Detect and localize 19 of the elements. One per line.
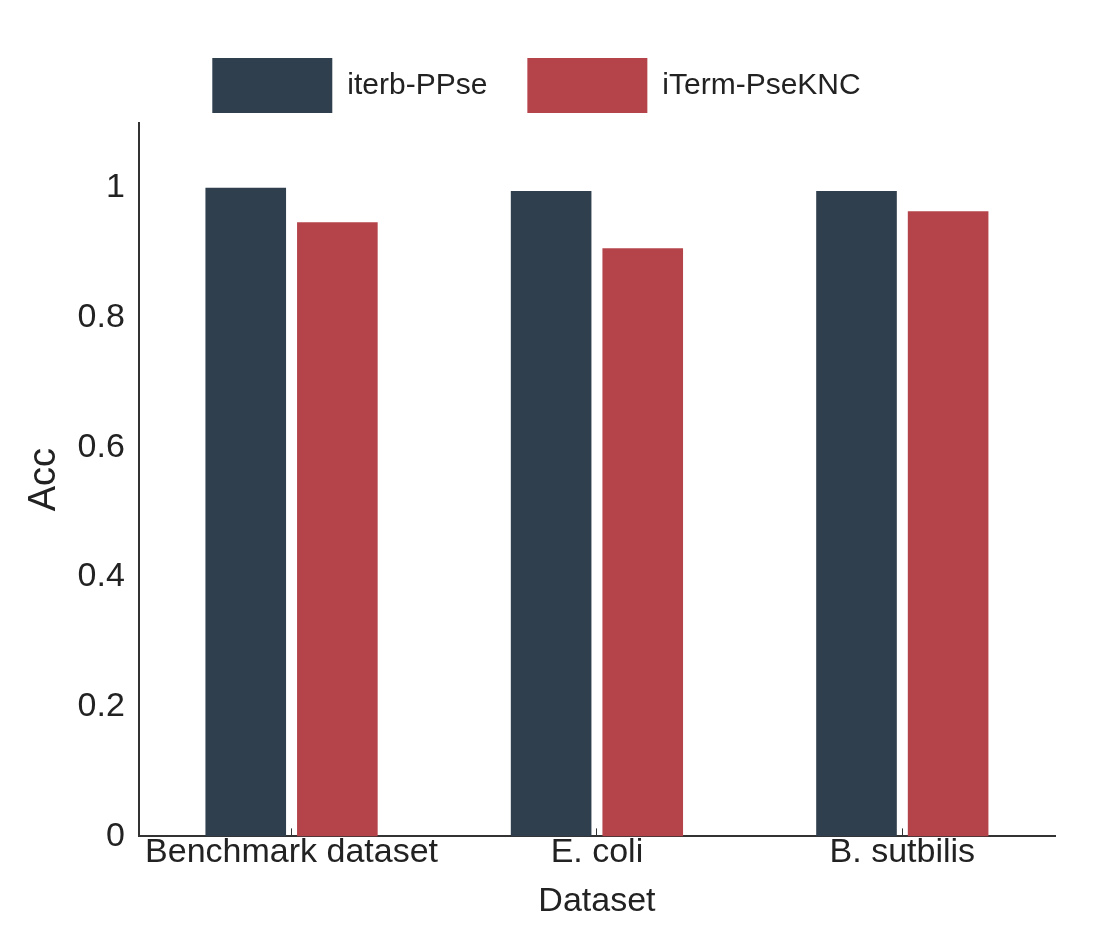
bar: [205, 187, 287, 837]
y-tick-label: 0.8: [77, 295, 125, 334]
bar: [907, 211, 989, 837]
bar: [602, 248, 684, 837]
x-tick-label: Benchmark dataset: [145, 831, 439, 870]
legend-label: iterb-PPse: [347, 66, 488, 100]
y-tick-label: 0.4: [77, 555, 125, 594]
y-tick-label: 1: [105, 166, 125, 205]
y-tick-label: 0.2: [77, 685, 125, 724]
y-tick-label: 0: [105, 814, 125, 853]
bar: [510, 191, 592, 837]
y-tick-label: 0.6: [77, 425, 125, 464]
bar: [816, 191, 897, 837]
x-tick-label: E. coli: [550, 831, 644, 870]
x-axis-title: Dataset: [538, 879, 657, 918]
legend-label: iTerm-PseKNC: [662, 66, 861, 100]
y-axis-title: Acc: [21, 448, 64, 512]
x-tick-label: B. sutbilis: [829, 831, 976, 870]
bar: [297, 222, 378, 837]
